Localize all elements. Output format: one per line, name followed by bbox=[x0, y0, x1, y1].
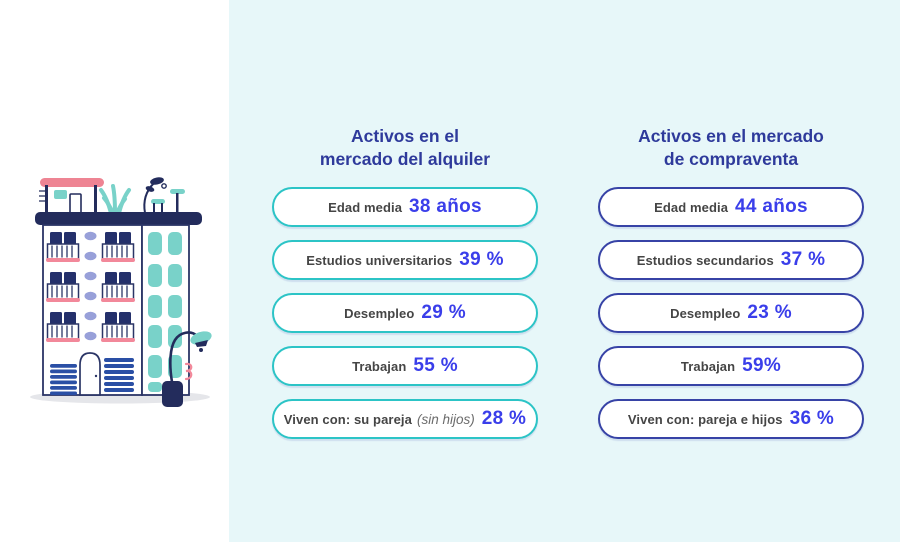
column-title-purchase: Activos en el mercado de compraventa bbox=[638, 126, 824, 169]
column-purchase-market: Activos en el mercado de compraventa Edad… bbox=[598, 125, 864, 452]
stat-pill-purchase-estudios: Estudios secundarios 37 % bbox=[598, 240, 864, 280]
stat-pill-rental-edad-media: Edad media 38 años bbox=[272, 187, 538, 227]
stat-pill-purchase-edad-media: Edad media 44 años bbox=[598, 187, 864, 227]
stat-value: 28 % bbox=[481, 408, 527, 429]
stat-label: Edad media bbox=[328, 199, 403, 215]
flower-plant bbox=[143, 177, 167, 214]
stat-value: 36 % bbox=[789, 408, 835, 429]
stat-label: Desempleo bbox=[670, 305, 741, 321]
stat-label: Viven con: su pareja bbox=[283, 411, 412, 427]
arched-door bbox=[79, 352, 101, 396]
stat-pill-rental-estudios: Estudios universitarios 39 % bbox=[272, 240, 538, 280]
stat-label: Desempleo bbox=[344, 305, 415, 321]
rental-pills: Edad media 38 años Estudios universitari… bbox=[272, 187, 538, 439]
stat-pill-rental-desempleo: Desempleo 29 % bbox=[272, 293, 538, 333]
stat-value: 59% bbox=[742, 355, 782, 376]
stat-label: Edad media bbox=[654, 199, 729, 215]
roof-band bbox=[35, 212, 202, 225]
street-lamp bbox=[162, 331, 212, 407]
stat-value: 38 años bbox=[409, 196, 482, 217]
stat-label: Estudios secundarios bbox=[636, 252, 774, 268]
stat-pill-purchase-trabajan: Trabajan 59% bbox=[598, 346, 864, 386]
stat-value: 37 % bbox=[780, 249, 826, 270]
stat-value: 39 % bbox=[459, 249, 504, 270]
stat-pill-purchase-desempleo: Desempleo 23 % bbox=[598, 293, 864, 333]
garage-right bbox=[104, 358, 134, 392]
building-illustration bbox=[30, 177, 212, 407]
rooftop bbox=[39, 177, 185, 215]
column-rental-market: Activos en el mercado del alquiler Edad m… bbox=[272, 125, 538, 452]
stat-label: Trabajan bbox=[352, 358, 407, 374]
stat-label: Estudios universitarios bbox=[306, 252, 453, 268]
stat-value: 23 % bbox=[747, 302, 792, 323]
oval-vents bbox=[84, 231, 97, 341]
stat-pill-rental-viven-con: Viven con: su pareja (sin hijos) 28 % bbox=[272, 399, 538, 439]
stat-note: (sin hijos) bbox=[416, 411, 475, 427]
stat-value: 55 % bbox=[413, 355, 458, 376]
column-title-rental: Activos en el mercado del alquiler bbox=[319, 126, 491, 169]
stat-label: Trabajan bbox=[680, 358, 736, 374]
grass-plant bbox=[99, 184, 131, 215]
stat-label: Viven con: pareja e hijos bbox=[627, 411, 783, 427]
stat-pill-purchase-viven-con: Viven con: pareja e hijos 36 % bbox=[598, 399, 864, 439]
purchase-pills: Edad media 44 años Estudios secundarios … bbox=[598, 187, 864, 439]
stat-pill-rental-trabajan: Trabajan 55 % bbox=[272, 346, 538, 386]
garage-left bbox=[50, 364, 77, 395]
stat-value: 29 % bbox=[421, 302, 466, 323]
stat-value: 44 años bbox=[735, 196, 808, 217]
